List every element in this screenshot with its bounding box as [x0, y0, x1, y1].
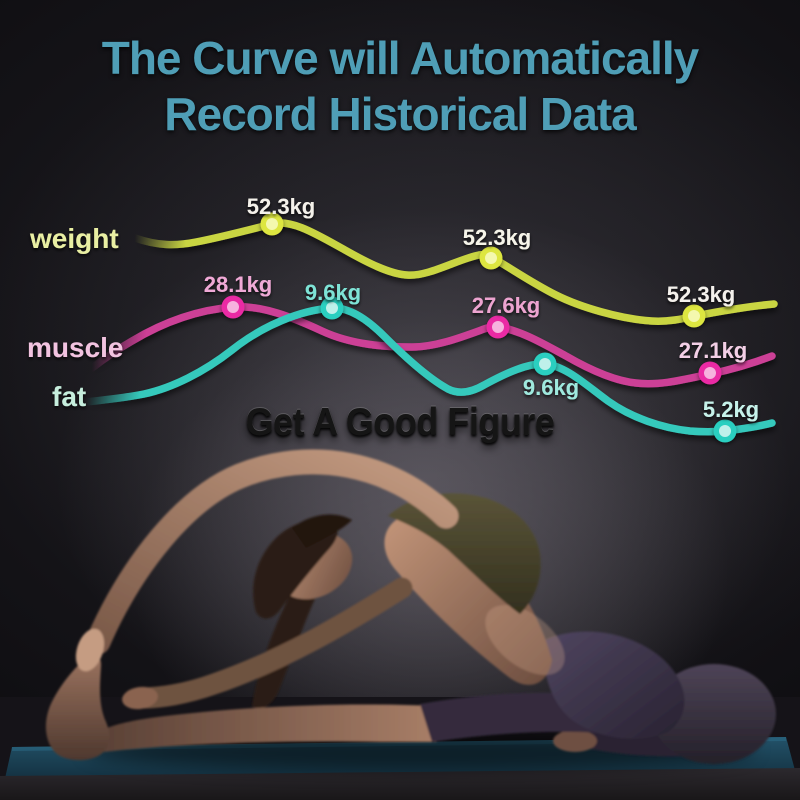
- fat-point-3-marker-center: [719, 425, 731, 437]
- muscle-point-1-marker-center: [227, 301, 239, 313]
- overhead-hand: [75, 628, 105, 672]
- weight-point-2-marker-center: [485, 252, 497, 264]
- hips-legging: [543, 631, 685, 739]
- front-floor: [0, 768, 800, 800]
- fat-point-2-value: 9.6kg: [523, 375, 579, 400]
- woman-silhouette: [45, 449, 776, 764]
- muscle-point-3-value: 27.1kg: [679, 338, 748, 363]
- extended-shin: [100, 704, 436, 752]
- weight-point-3-value: 52.3kg: [667, 282, 736, 307]
- headline: The Curve will Automatically Record Hist…: [0, 30, 800, 142]
- overhead-arm: [85, 449, 459, 655]
- fat-curve: [82, 304, 776, 436]
- belly-highlight: [485, 605, 565, 675]
- fat-point-1-value: 9.6kg: [305, 280, 361, 305]
- fat-point-2-marker-center: [539, 358, 551, 370]
- ankle: [553, 730, 597, 752]
- weight-point-1-marker-center: [266, 218, 278, 230]
- fat-point-1-marker-center: [326, 302, 338, 314]
- weight-series-label: weight: [29, 223, 119, 254]
- weight-curve: [131, 219, 778, 325]
- headline-line2: Record Historical Data: [164, 88, 636, 140]
- tagline: Get A Good Figure: [245, 399, 555, 444]
- weight-point-2-value: 52.3kg: [463, 225, 532, 250]
- sports-bra: [388, 493, 541, 614]
- folded-knee: [652, 664, 776, 764]
- weight-point-3-marker-center: [688, 310, 700, 322]
- muscle-point-3-marker-center: [704, 367, 716, 379]
- hair-top: [292, 514, 352, 548]
- muscle-curve: [88, 303, 776, 388]
- muscle-point-1-value: 28.1kg: [204, 272, 273, 297]
- fat-point-3-value: 5.2kg: [703, 397, 759, 422]
- hair: [253, 519, 338, 619]
- muscle-point-2-marker-center: [492, 321, 504, 333]
- lower-hand: [122, 686, 158, 710]
- foot: [45, 655, 110, 761]
- headline-line1: The Curve will Automatically: [101, 32, 700, 84]
- fat-series-label: fat: [52, 381, 86, 412]
- lower-arm: [131, 577, 413, 709]
- muscle-series-label: muscle: [27, 332, 124, 363]
- weight-point-1-value: 52.3kg: [247, 194, 316, 219]
- muscle-point-2-value: 27.6kg: [472, 293, 541, 318]
